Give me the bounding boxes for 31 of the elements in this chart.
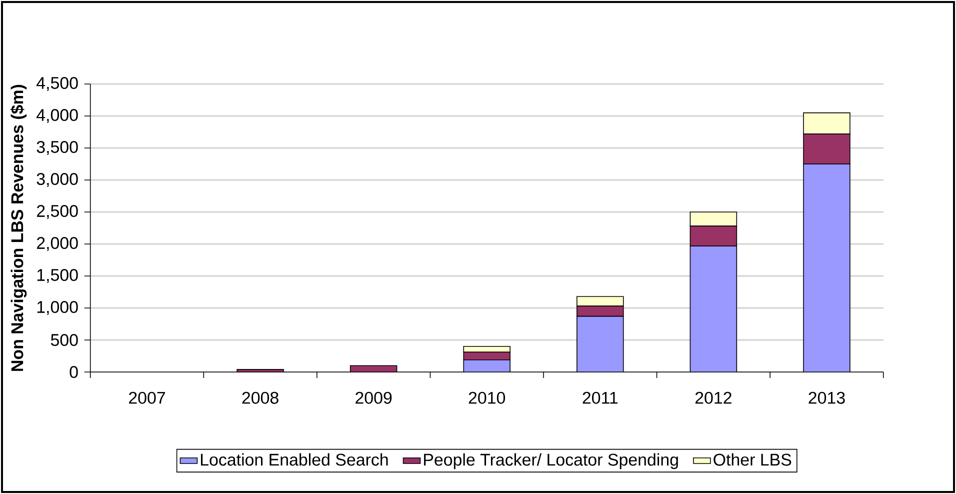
x-tick-label: 2007 [129,392,165,404]
bar [576,306,624,317]
y-tick-label: 4,000 [36,109,78,123]
x-tick-label: 2012 [695,392,732,404]
bar [576,296,624,306]
legend-label: People Tracker/ Locator Spending [424,453,678,470]
bar [576,316,624,372]
y-tick-label: 3,000 [36,173,78,187]
bar [464,360,510,372]
x-tick-label: 2010 [468,392,506,404]
y-tick-label: 0 [70,366,78,378]
y-tick-label: 1,000 [37,301,78,315]
y-tick-label: 1,500 [37,269,78,283]
x-tick-label: 2011 [582,392,618,404]
bar [803,164,850,372]
y-tick-label: 3,500 [36,141,78,155]
y-tick-label: 4,500 [36,77,78,91]
x-tick-label: 2008 [242,392,278,404]
bar [690,226,738,246]
y-tick-label: 500 [50,334,78,346]
legend-label: Other LBS [714,453,792,466]
x-tick-label: 2013 [808,392,845,404]
legend-label: Location Enabled Search [200,453,388,466]
y-tick-label: 2,000 [36,237,78,251]
bar [690,212,738,226]
bar [803,134,850,164]
y-tick-label: 2,500 [36,205,78,219]
x-tick-label: 2009 [356,392,392,404]
bar [690,246,737,372]
y-axis-title: Non Navigation LBS Revenues ($m) [10,84,27,371]
bar [463,346,510,353]
